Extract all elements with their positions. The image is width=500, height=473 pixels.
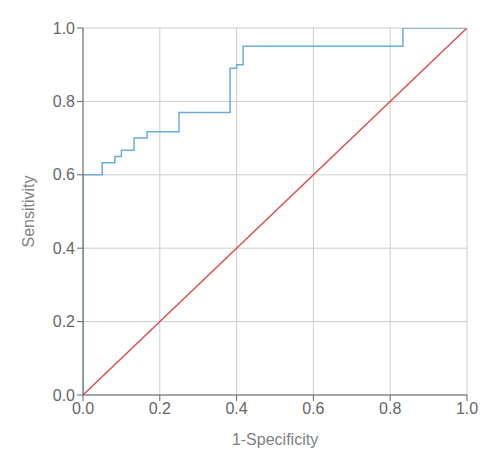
svg-text:1-Specificity: 1-Specificity: [232, 431, 318, 448]
svg-text:0.4: 0.4: [225, 400, 247, 417]
svg-text:0.0: 0.0: [72, 400, 94, 417]
svg-text:1.0: 1.0: [53, 20, 75, 37]
svg-text:0.0: 0.0: [53, 387, 75, 404]
svg-text:0.2: 0.2: [53, 313, 75, 330]
svg-text:0.6: 0.6: [302, 400, 324, 417]
svg-text:0.2: 0.2: [149, 400, 171, 417]
svg-text:0.6: 0.6: [53, 166, 75, 183]
svg-text:1.0: 1.0: [456, 400, 478, 417]
svg-text:0.8: 0.8: [379, 400, 401, 417]
svg-text:0.4: 0.4: [53, 240, 75, 257]
svg-text:Sensitivity: Sensitivity: [20, 175, 37, 247]
svg-text:0.8: 0.8: [53, 93, 75, 110]
